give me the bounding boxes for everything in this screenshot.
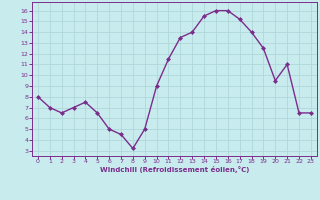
X-axis label: Windchill (Refroidissement éolien,°C): Windchill (Refroidissement éolien,°C) [100, 166, 249, 173]
